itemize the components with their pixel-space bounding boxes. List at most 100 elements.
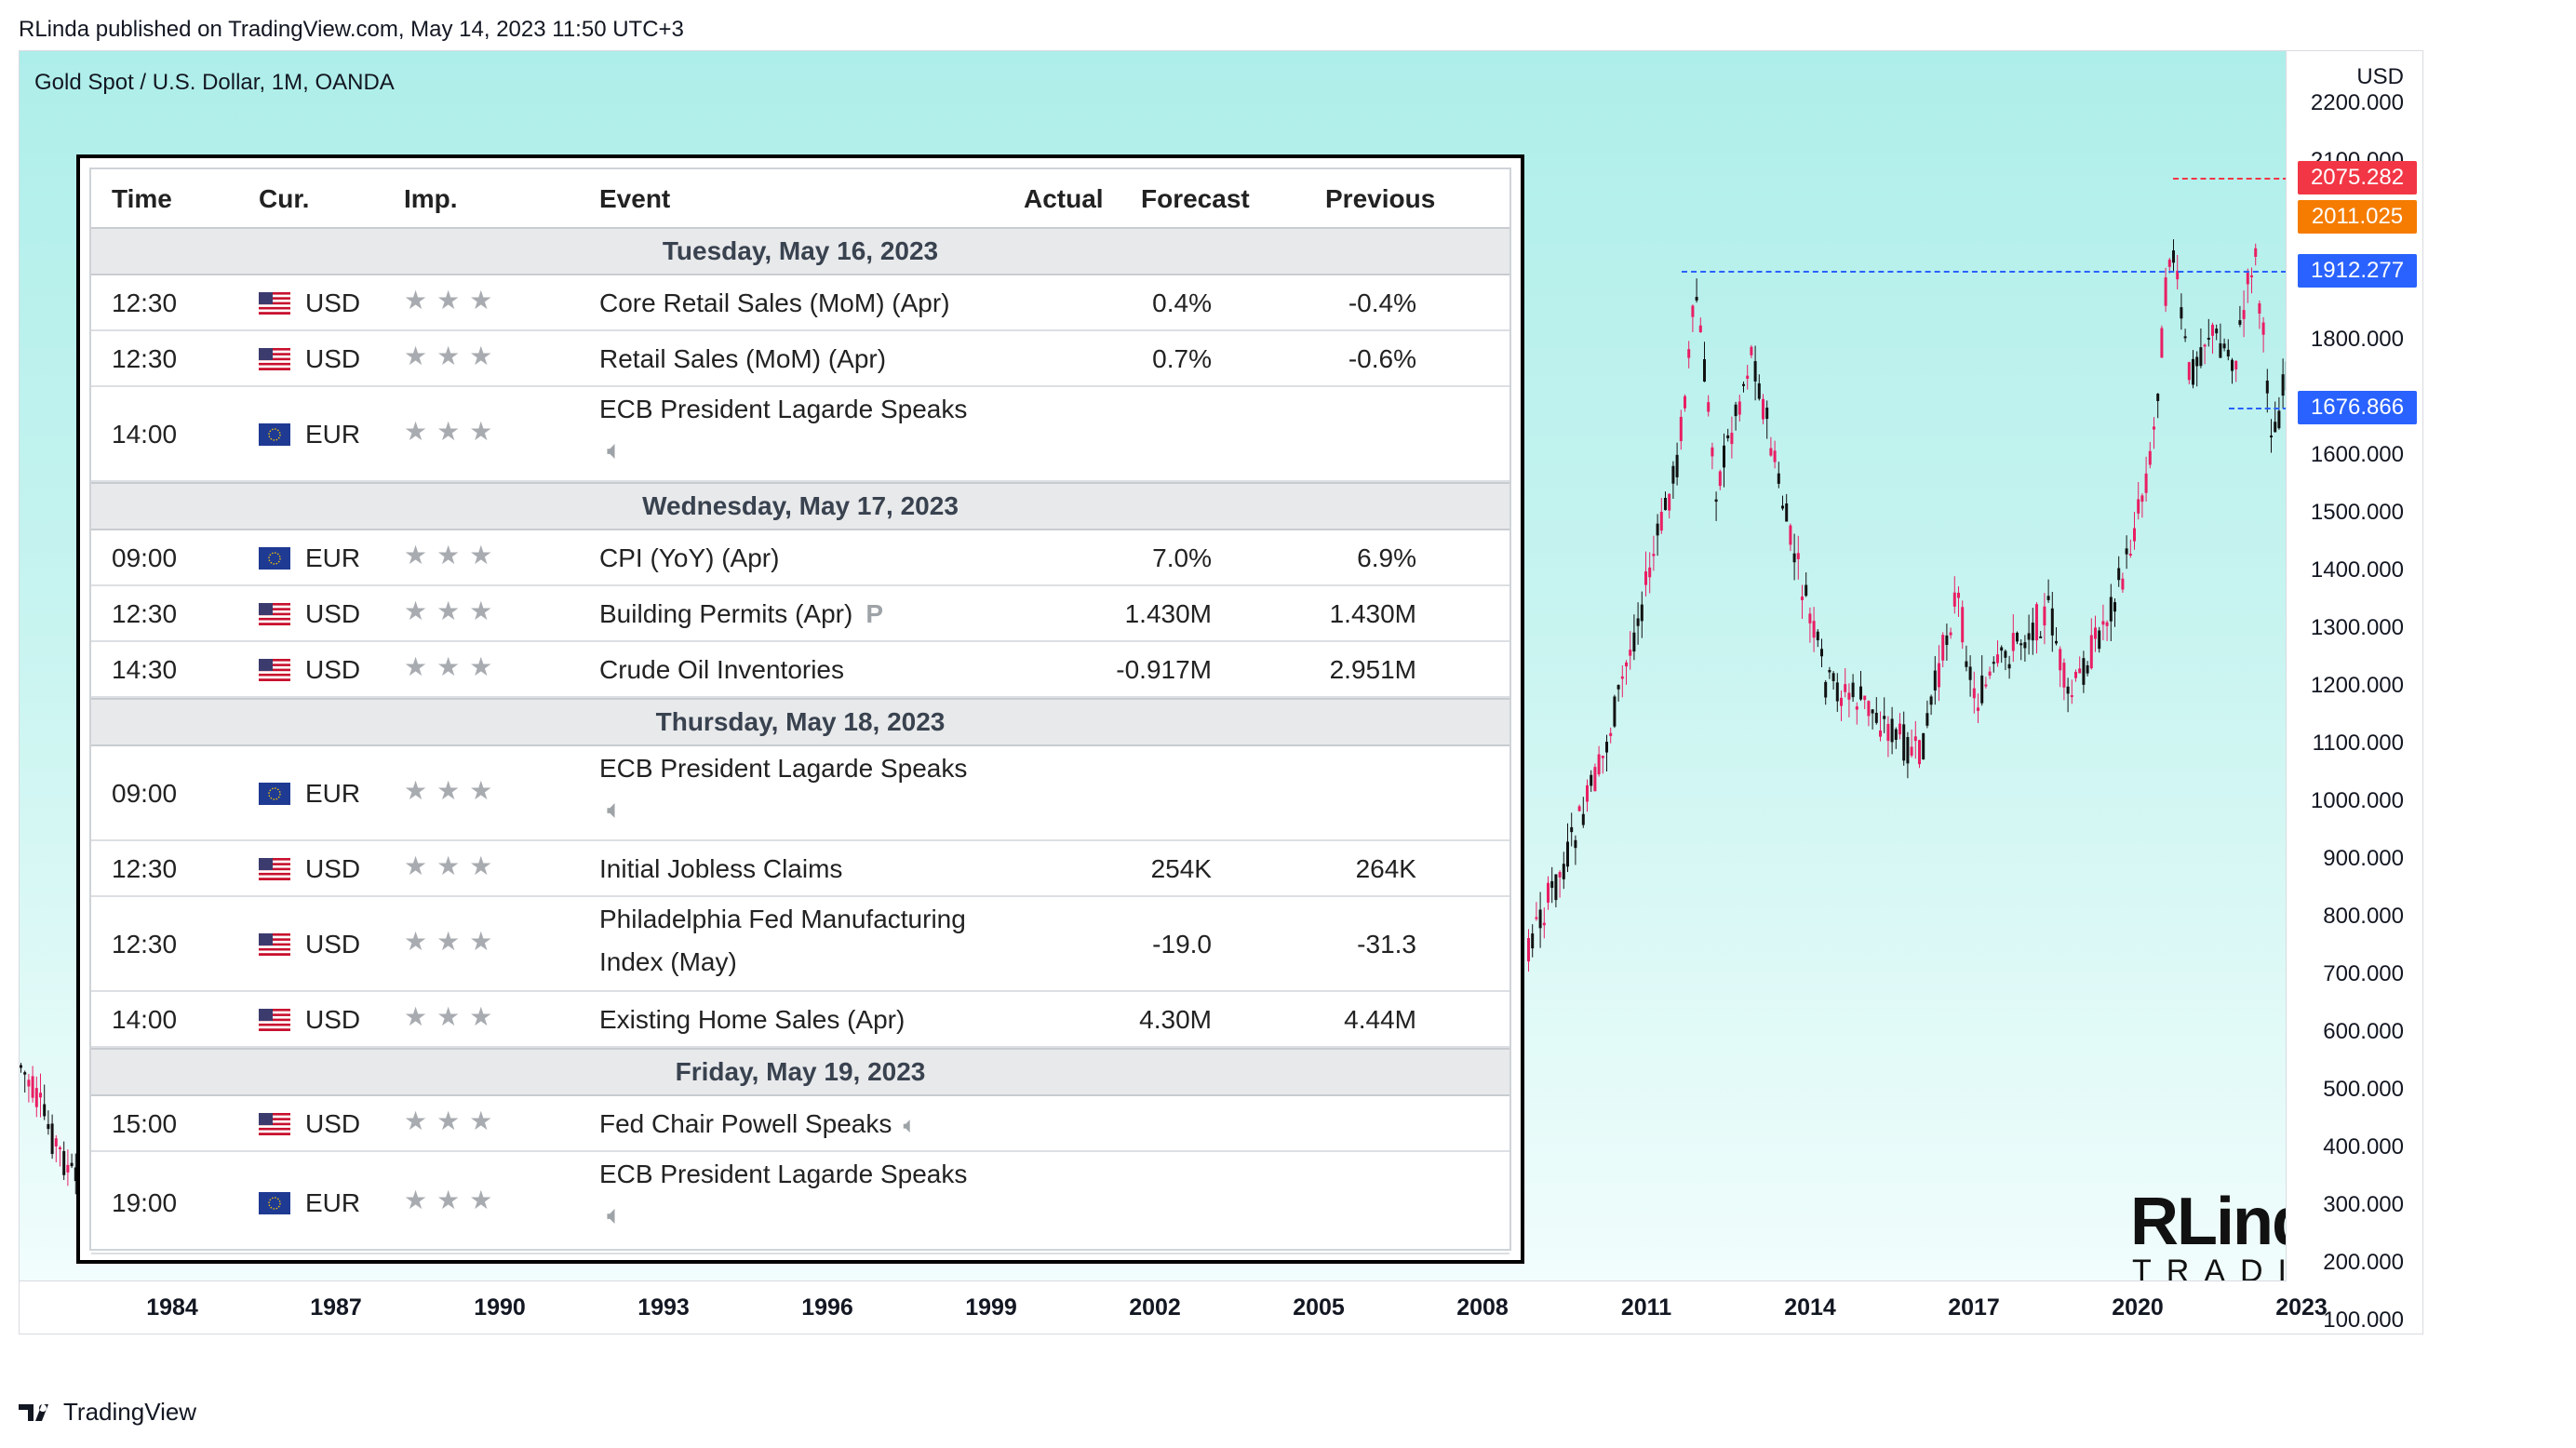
candle-body <box>1910 746 1913 756</box>
calendar-row[interactable]: 12:30 USD ★★★ Building Permits (Apr) P 1.430M… <box>91 586 1509 642</box>
support-line-1676 <box>2229 408 2288 409</box>
price-label: 1600.000 <box>2310 442 2404 467</box>
star-icon: ★ <box>404 1186 437 1214</box>
calendar-row[interactable]: 09:00 EUR ★★★ CPI (YoY) (Apr) 7.0% 6.9% <box>91 530 1509 586</box>
day-header: Friday, May 19, 2023 <box>91 1048 1509 1096</box>
eu-flag-icon <box>259 783 290 805</box>
candle-body <box>1538 909 1542 929</box>
candle-body <box>1855 706 1858 710</box>
us-flag-icon <box>259 933 290 956</box>
event-time: 19:00 <box>112 1188 178 1217</box>
candle-body <box>1968 666 1972 680</box>
candle-body <box>2148 450 2152 465</box>
event-name[interactable]: Building Permits (Apr) P <box>599 599 883 628</box>
speaker-icon[interactable]: 🔈︎ <box>903 1113 917 1138</box>
previous-value: -0.6% <box>1348 344 1416 373</box>
candle-body <box>2265 381 2269 394</box>
event-name[interactable]: Philadelphia Fed Manufacturing <box>599 905 966 933</box>
currency-code: USD <box>305 1109 361 1138</box>
candle-body <box>2238 320 2242 325</box>
candle-body <box>2219 342 2222 358</box>
event-name[interactable]: Core Retail Sales (MoM) (Apr) <box>599 288 950 317</box>
calendar-row[interactable]: 15:00 USD ★★★ Fed Chair Powell Speaks 🔈︎ <box>91 1096 1509 1152</box>
candle-body <box>2121 578 2125 590</box>
event-name[interactable]: CPI (YoY) (Apr) <box>599 543 780 572</box>
price-label: 900.000 <box>2323 846 2404 871</box>
candle-body <box>1898 723 1901 735</box>
star-icon: ★ <box>469 342 503 370</box>
candle-body <box>1831 673 1835 681</box>
event-name[interactable]: ECB President Lagarde Speaks <box>599 1160 968 1188</box>
price-label: 1300.000 <box>2310 615 2404 640</box>
currency-code: EUR <box>305 543 361 572</box>
us-flag-icon <box>259 292 290 315</box>
event-name[interactable]: ECB President Lagarde Speaks <box>599 754 968 783</box>
star-icon: ★ <box>469 286 503 315</box>
currency-code: USD <box>305 930 361 959</box>
candle-body <box>1684 396 1686 409</box>
candle-body <box>1601 756 1604 758</box>
candle-body <box>1801 597 1804 600</box>
event-time: 12:30 <box>112 344 178 373</box>
calendar-row[interactable]: 12:30 USD ★★★ Retail Sales (MoM) (Apr) 0.7% -… <box>91 331 1509 387</box>
candle-body <box>2246 270 2249 285</box>
event-name[interactable]: ECB President Lagarde Speaks <box>599 395 968 423</box>
candle-body <box>1996 654 1999 664</box>
speaker-icon[interactable]: 🔈︎ <box>607 1200 623 1229</box>
candlestick-series <box>20 239 2287 1195</box>
previous-value: 1.430M <box>1329 599 1416 628</box>
calendar-row[interactable]: 19:00 EUR ★★★ ECB President Lagarde Speaks 🔈… <box>91 1152 1509 1254</box>
importance-stars: ★★★ <box>404 1185 502 1215</box>
candle-body <box>2254 248 2258 257</box>
star-icon: ★ <box>436 652 470 681</box>
candle-body <box>1847 692 1851 700</box>
candle-body <box>1620 676 1624 679</box>
candle-body <box>1828 669 1831 673</box>
candle-body <box>1711 447 1714 457</box>
calendar-row[interactable]: 14:00 USD ★★★ Existing Home Sales (Apr) 4.30… <box>91 992 1509 1048</box>
candle-body <box>1977 707 1979 711</box>
price-label: 1100.000 <box>2312 731 2404 756</box>
candle-body <box>1972 688 1976 699</box>
calendar-row[interactable]: 14:00 EUR ★★★ ECB President Lagarde Speaks 🔈… <box>91 387 1509 482</box>
speaker-icon[interactable]: 🔈︎ <box>607 795 623 824</box>
event-name[interactable]: Existing Home Sales (Apr) <box>599 1005 906 1034</box>
calendar-row[interactable]: 12:30 USD ★★★ Initial Jobless Claims 254K 264… <box>91 841 1509 897</box>
price-tag-1912: 1912.277 <box>2298 254 2417 288</box>
calendar-row[interactable]: 12:30 USD ★★★ Philadelphia Fed Manufacturin… <box>91 897 1509 992</box>
candle-body <box>1913 736 1917 742</box>
star-icon: ★ <box>469 652 503 681</box>
calendar-row[interactable]: 09:00 EUR ★★★ ECB President Lagarde Speaks 🔈… <box>91 746 1509 841</box>
event-time: 09:00 <box>112 543 178 572</box>
candle-body <box>2242 310 2246 319</box>
candle-body <box>1718 471 1722 487</box>
speaker-icon[interactable]: 🔈︎ <box>607 436 623 464</box>
candle-body <box>66 1164 70 1173</box>
candle-body <box>1652 554 1656 556</box>
price-label: 1500.000 <box>2310 500 2404 525</box>
time-axis[interactable]: 1984 1987 1990 1993 1996 1999 2002 2005 2008 2011… <box>20 1280 2328 1334</box>
tradingview-logo[interactable]: TradingView <box>19 1398 196 1427</box>
event-name[interactable]: Crude Oil Inventories <box>599 655 845 684</box>
candle-body <box>1769 448 1773 456</box>
candle-body <box>1625 662 1628 667</box>
event-name[interactable]: Initial Jobless Claims <box>599 854 843 883</box>
candle-body <box>1640 604 1644 622</box>
calendar-row[interactable]: 14:30 USD ★★★ Crude Oil Inventories -0.917M 2… <box>91 642 1509 698</box>
calendar-row[interactable]: 12:30 USD ★★★ Core Retail Sales (MoM) (Apr)… <box>91 275 1509 331</box>
candle-body <box>1562 864 1565 879</box>
event-name[interactable]: Fed Chair Powell Speaks 🔈︎ <box>599 1109 917 1138</box>
year-label: 1987 <box>310 1294 362 1321</box>
candle-body <box>1581 813 1585 825</box>
candle-body <box>1636 618 1640 626</box>
event-time: 12:30 <box>112 288 178 317</box>
candle-body <box>2078 668 2082 674</box>
candle-body <box>1547 882 1550 903</box>
candle-body <box>2277 410 2281 429</box>
candle-body <box>2176 270 2180 280</box>
candle-body <box>2180 307 2183 319</box>
candle-body <box>2153 426 2155 430</box>
currency-flag <box>259 858 290 880</box>
event-name[interactable]: Retail Sales (MoM) (Apr) <box>599 344 887 373</box>
price-scale[interactable]: USD 2200.0002100.0001800.0001600.0001500… <box>2286 51 2422 1334</box>
